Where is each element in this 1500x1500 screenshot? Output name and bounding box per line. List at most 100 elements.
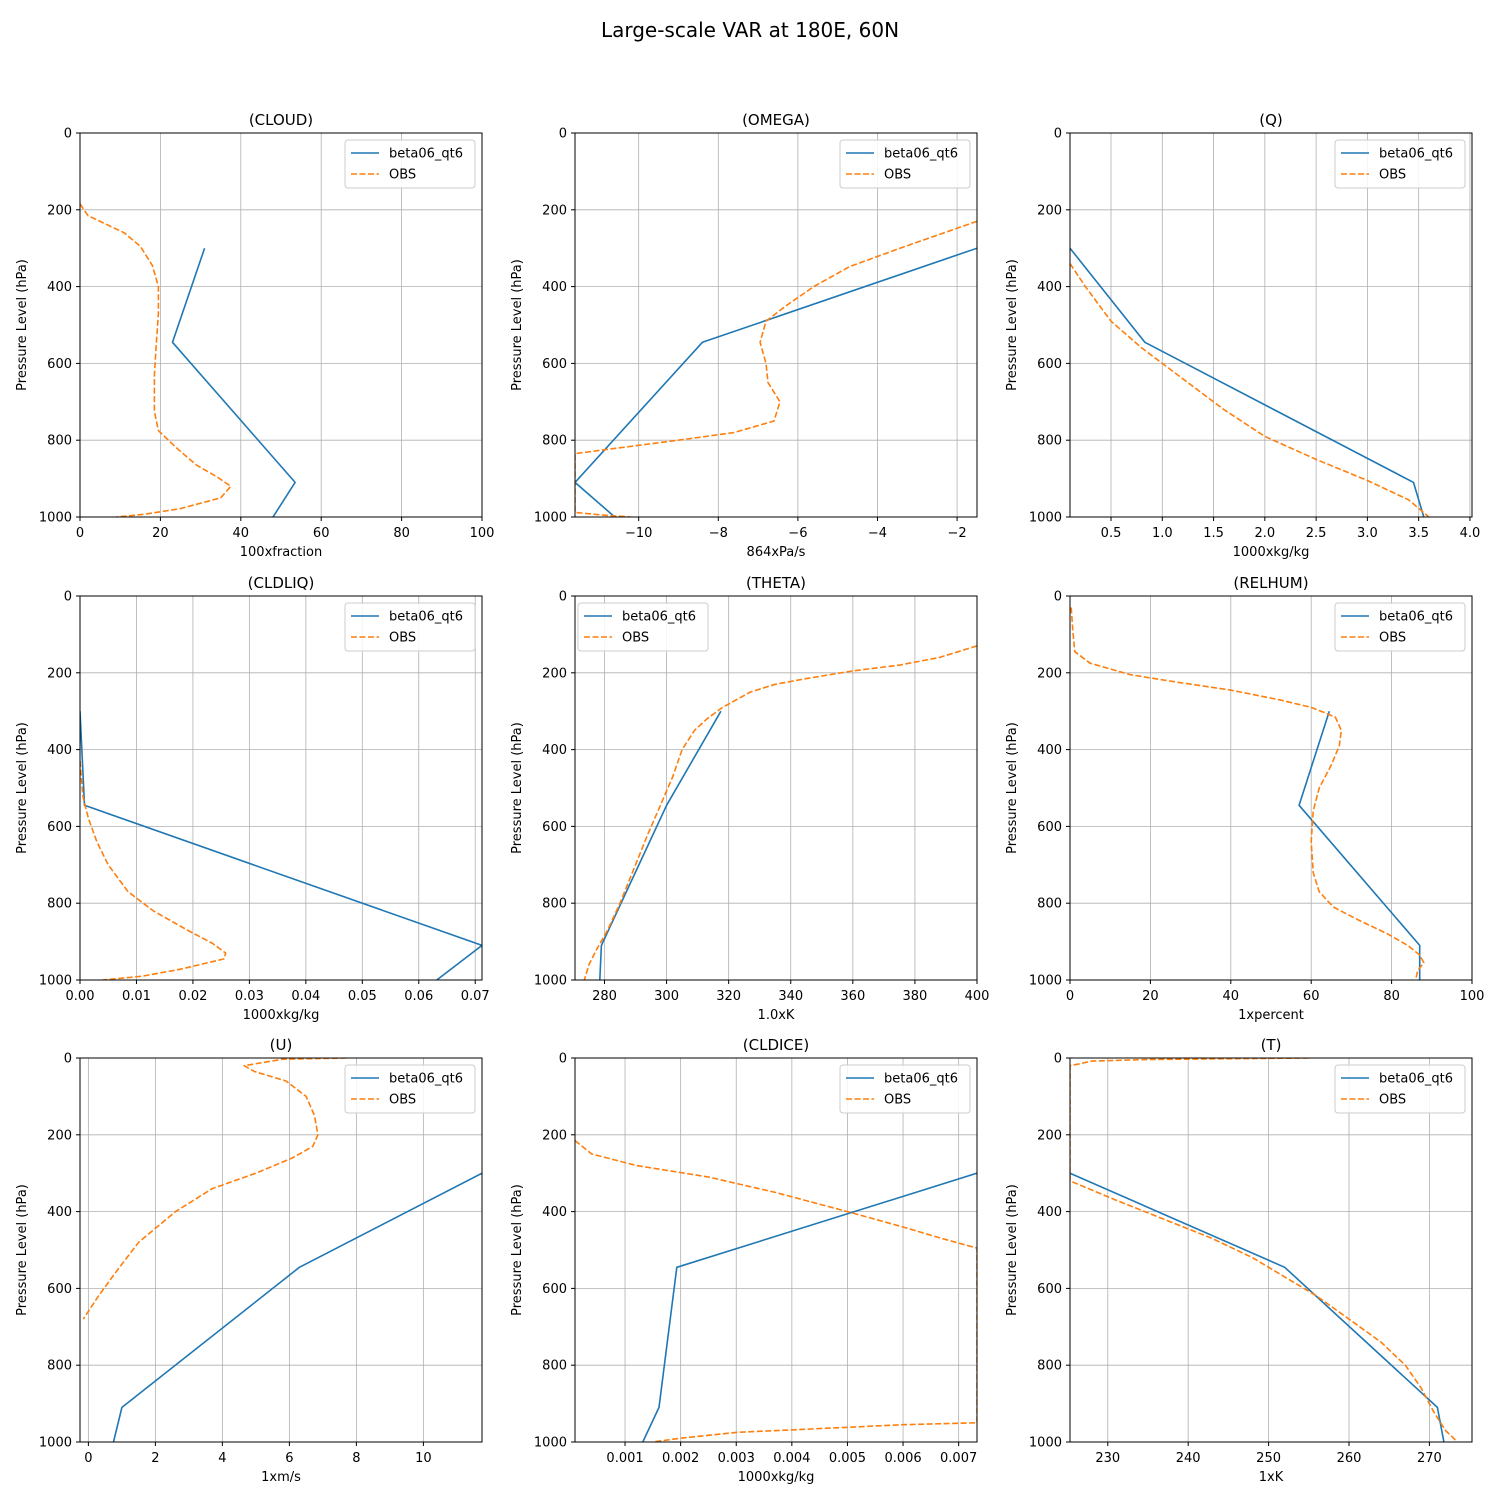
series-line-model [80, 711, 482, 980]
x-tick-label: 40 [1223, 989, 1240, 1004]
y-tick-label: 0 [64, 1052, 72, 1067]
y-tick-label: 400 [1037, 280, 1062, 295]
series-line-model [599, 710, 722, 980]
y-tick-label: 600 [542, 1282, 567, 1297]
y-tick-label: 0 [64, 590, 72, 605]
y-tick-label: 1000 [1029, 974, 1062, 989]
legend-box [344, 1064, 476, 1114]
y-axis-label: Pressure Level (hPa) [1005, 1184, 1020, 1316]
x-axis-label: 1000xkg/kg [1233, 545, 1310, 560]
axes-frame [79, 1057, 483, 1443]
x-tick-label: 0 [84, 1451, 92, 1466]
series-line-model [112, 1172, 482, 1442]
x-axis-label: 1000xkg/kg [243, 1008, 320, 1023]
y-tick-label: 600 [1037, 820, 1062, 835]
y-tick-label: 600 [542, 357, 567, 372]
x-tick-label: 320 [716, 989, 741, 1004]
series-line-model [1070, 247, 1425, 517]
legend-label: OBS [389, 1093, 416, 1108]
y-tick-label: 200 [1037, 203, 1062, 218]
x-tick-label: 360 [840, 989, 865, 1004]
legend-label: beta06_qt6 [884, 147, 958, 162]
legend-label: beta06_qt6 [389, 610, 463, 625]
x-axis-label: 1xK [1259, 1470, 1284, 1485]
x-tick-label: 250 [1256, 1451, 1281, 1466]
y-tick-label: 600 [47, 1282, 72, 1297]
chart-panel: 0 20 40 60 80 10002004006008001000(RELHUM)1xp… [1005, 574, 1484, 1023]
y-tick-label: 800 [1037, 1359, 1062, 1374]
y-tick-label: 400 [542, 1205, 567, 1220]
x-tick-label: 240 [1176, 1451, 1201, 1466]
series-group [80, 203, 296, 517]
legend-box [1334, 1064, 1466, 1114]
y-tick-label: 400 [47, 280, 72, 295]
y-tick-label: 800 [47, 1359, 72, 1374]
panel-title: (CLDICE) [743, 1036, 809, 1054]
series-line-obs [1070, 607, 1425, 980]
y-axis-label: Pressure Level (hPa) [15, 722, 30, 854]
x-tick-label: 8 [352, 1451, 360, 1466]
legend-label: beta06_qt6 [1379, 1072, 1453, 1087]
series-line-obs [583, 645, 977, 980]
x-tick-label: 3.5 [1408, 526, 1429, 541]
legend-label: OBS [1379, 168, 1406, 183]
legend-label: OBS [1379, 1093, 1406, 1108]
legend: beta06_qt6 OBS [344, 602, 476, 652]
series-line-obs [80, 203, 232, 517]
y-tick-label: 600 [1037, 357, 1062, 372]
legend: beta06_qt6 OBS [1334, 1064, 1466, 1114]
chart-panel: 0.5 1.0 1.5 2.0 2.5 3.0 3.5 4.0 0 200 400 600 800 100… [1005, 111, 1480, 560]
y-axis-label: Pressure Level (hPa) [510, 259, 525, 391]
y-tick-label: 200 [1037, 1128, 1062, 1143]
x-tick-label: 2 [151, 1451, 159, 1466]
legend-label: OBS [389, 631, 416, 646]
x-tick-label: 20 [1142, 989, 1159, 1004]
legend-box [839, 1064, 971, 1114]
x-tick-label: 0.05 [348, 989, 377, 1004]
series-line-model [642, 1172, 977, 1442]
x-tick-label: 0.00 [66, 989, 95, 1004]
legend-box [839, 139, 971, 189]
y-tick-label: 0 [1054, 127, 1062, 142]
y-tick-label: 1000 [39, 1436, 72, 1451]
y-tick-label: 400 [1037, 1205, 1062, 1220]
y-tick-label: 600 [47, 820, 72, 835]
y-axis-label: Pressure Level (hPa) [510, 1184, 525, 1316]
y-axis-label: Pressure Level (hPa) [15, 1184, 30, 1316]
x-tick-label: −6 [788, 526, 807, 541]
series-line-obs [575, 220, 977, 517]
x-tick-label: 40 [233, 526, 250, 541]
x-axis-label: 864xPa/s [747, 545, 806, 560]
y-tick-label: 800 [542, 1359, 567, 1374]
x-tick-label: 100 [470, 526, 495, 541]
x-tick-label: 0.03 [235, 989, 264, 1004]
x-tick-label: −8 [709, 526, 728, 541]
x-tick-label: 400 [965, 989, 990, 1004]
y-tick-label: 1000 [39, 974, 72, 989]
chart-panel: 280 300 320 340 360 380 400 0 200 400 600 800 1000 (T… [510, 574, 989, 1023]
x-axis-label: 1xpercent [1238, 1008, 1304, 1023]
y-tick-label: 400 [47, 1205, 72, 1220]
x-tick-label: 270 [1417, 1451, 1442, 1466]
x-tick-label: 3.0 [1357, 526, 1378, 541]
x-tick-label: 4 [218, 1451, 226, 1466]
series-group [1070, 1058, 1459, 1442]
y-tick-label: 800 [542, 897, 567, 912]
panels-grid: 0 20 40 60 80 10002004006008001000(CLOUD)100x… [15, 111, 1484, 1485]
axes-frame [79, 132, 483, 518]
chart-panel: 230 240 250 260 270 0 200 400 600 800 1000 (T) 1xK Pr… [1005, 1036, 1473, 1485]
legend: beta06_qt6 OBS [839, 1064, 971, 1114]
x-axis-label: 1000xkg/kg [738, 1470, 815, 1485]
axes-frame [574, 132, 978, 518]
x-tick-label: 0 [1066, 989, 1074, 1004]
x-tick-label: 0.001 [606, 1451, 643, 1466]
x-tick-label: 0.005 [829, 1451, 866, 1466]
series-group [583, 645, 977, 980]
chart-panel: 0 20 40 60 80 10002004006008001000(CLOUD)100x… [15, 111, 494, 560]
y-tick-label: 200 [47, 666, 72, 681]
y-tick-label: 400 [1037, 743, 1062, 758]
x-axis-label: 100xfraction [240, 545, 322, 560]
y-tick-label: 1000 [1029, 511, 1062, 526]
legend-label: OBS [1379, 631, 1406, 646]
y-axis-label: Pressure Level (hPa) [15, 259, 30, 391]
